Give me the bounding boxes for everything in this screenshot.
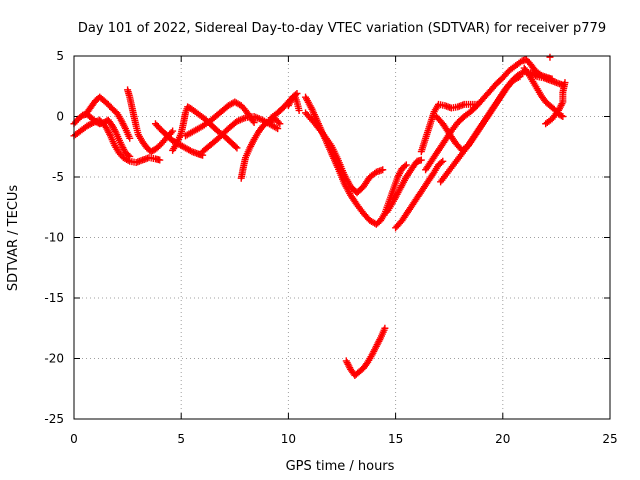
y-axis-label: SDTVAR / TECUs <box>6 185 21 292</box>
data-point <box>402 161 410 169</box>
data-point <box>169 127 177 135</box>
data-point <box>292 91 300 99</box>
x-tick-label: 10 <box>281 432 296 446</box>
series-arc-21 <box>520 64 567 120</box>
y-tick-label: -15 <box>44 291 64 305</box>
series-arc-11 <box>284 90 301 110</box>
data-point <box>272 124 280 132</box>
plot-frame <box>73 55 611 420</box>
series-arc-16 <box>342 324 389 379</box>
data-point <box>401 162 409 170</box>
data-point <box>124 156 132 164</box>
data-point <box>559 113 567 120</box>
series-arc-17 <box>417 100 481 156</box>
data-point <box>514 73 522 81</box>
y-tick-label: 5 <box>56 49 64 63</box>
data-point <box>274 125 282 133</box>
series-arc-23 <box>546 53 554 61</box>
data-point <box>557 112 565 120</box>
data-point <box>233 144 241 152</box>
y-tick-label: -20 <box>44 352 64 366</box>
y-tick-label: -5 <box>52 170 64 184</box>
series-arc-15 <box>392 157 447 232</box>
series-arc-1 <box>70 110 134 160</box>
x-axis-label: GPS time / hours <box>286 459 395 474</box>
data-point <box>156 156 164 164</box>
x-tick-label: 20 <box>495 432 510 446</box>
data-point <box>126 134 134 142</box>
series-arc-14 <box>383 156 425 216</box>
data-point <box>437 158 445 166</box>
series-arc-20 <box>432 73 524 154</box>
series-arc-12 <box>302 93 410 228</box>
y-tick-label: 0 <box>56 110 64 124</box>
data-point <box>293 90 301 98</box>
x-tick-label: 5 <box>177 432 185 446</box>
grid <box>74 56 610 419</box>
x-tick-label: 15 <box>388 432 403 446</box>
x-tick-label: 25 <box>602 432 617 446</box>
series-arc-3 <box>83 93 134 142</box>
data-point <box>249 117 257 125</box>
series-arc-22 <box>542 79 569 128</box>
data-point <box>186 147 194 155</box>
series-arc-8 <box>199 113 282 156</box>
y-tick-label: -25 <box>44 412 64 426</box>
series-arc-13 <box>302 109 387 197</box>
data-point <box>531 72 539 80</box>
data-point <box>232 143 240 151</box>
data-point <box>516 73 524 81</box>
y-tick-label: -10 <box>44 231 64 245</box>
data-point <box>546 53 554 61</box>
data-point <box>417 156 425 164</box>
data-point <box>439 157 447 165</box>
chart-title: Day 101 of 2022, Sidereal Day-to-day VTE… <box>78 21 606 36</box>
data-points <box>70 53 569 379</box>
series-arc-9 <box>237 115 284 182</box>
data-point <box>250 119 258 127</box>
data-point <box>381 324 389 332</box>
data-point <box>295 106 303 114</box>
data-point <box>274 118 282 126</box>
data-point <box>516 58 524 66</box>
series-arc-2 <box>70 116 164 166</box>
data-point <box>276 120 284 128</box>
data-point <box>88 119 96 127</box>
x-tick-label: 0 <box>70 432 78 446</box>
data-point <box>167 129 175 137</box>
series-arc-4 <box>124 86 177 156</box>
data-point <box>379 166 387 174</box>
data-point <box>561 79 569 87</box>
